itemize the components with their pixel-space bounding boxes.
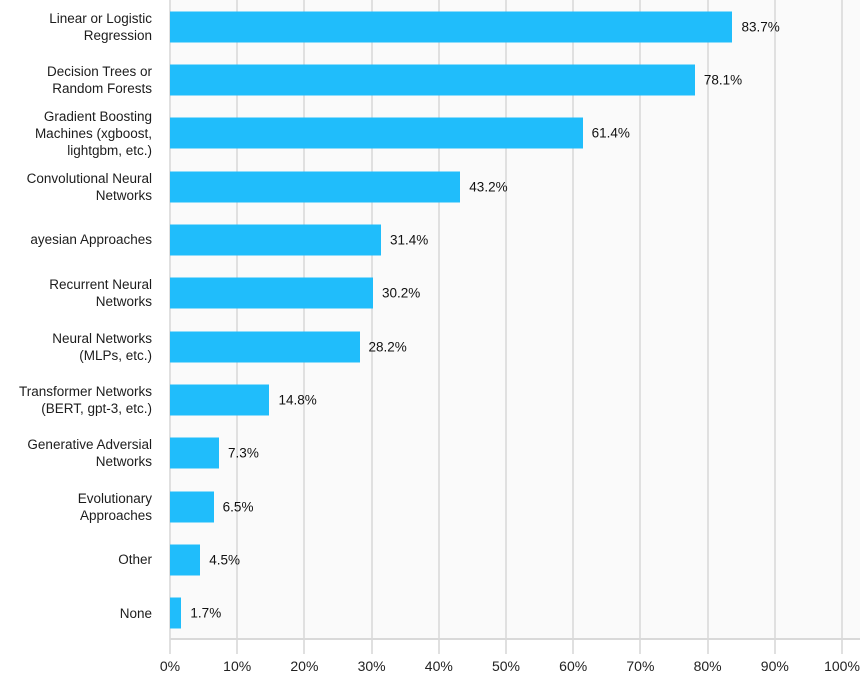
x-axis-tick-label: 10% [223, 658, 252, 674]
category-label-text: Convolutional Neural Networks [26, 170, 152, 203]
x-axis-tick-label: 80% [693, 658, 722, 674]
value-label: 28.2% [368, 339, 407, 355]
category-label-text: ayesian Approaches [30, 232, 152, 248]
bar [170, 224, 381, 256]
bar [170, 544, 201, 576]
bar [170, 171, 461, 203]
category-label: Linear or Logistic Regression [0, 0, 152, 53]
gridline [370, 0, 373, 654]
category-label: None [0, 587, 152, 640]
category-label-text: Recurrent Neural Networks [49, 277, 152, 310]
bar-row: 6.5% [170, 480, 860, 533]
gridline [841, 0, 843, 654]
gridline [169, 0, 171, 654]
value-label: 4.5% [209, 552, 241, 568]
gridline [572, 0, 575, 654]
gridline [505, 0, 507, 654]
gridline [236, 0, 239, 654]
gridline [706, 0, 709, 654]
bar-row: 30.2% [170, 267, 860, 320]
bar [170, 277, 373, 309]
category-labels: Linear or Logistic Regression Decision Tr… [0, 0, 152, 640]
bar-rows: 83.7% 78.1% 61.4% 43.2% 31.4% 30.2% 28.2% 14.8%… [170, 0, 860, 640]
category-label: Decision Trees or Random Forests [0, 53, 152, 106]
bar [170, 437, 220, 469]
category-label: Recurrent Neural Networks [0, 267, 152, 320]
value-label: 14.8% [278, 392, 317, 408]
x-axis-tick-label: 60% [559, 658, 588, 674]
value-label: 61.4% [591, 125, 630, 141]
bar-row: 83.7% [170, 0, 860, 53]
bar [170, 491, 214, 523]
bar-row: 1.7% [170, 587, 860, 640]
x-axis-line [170, 638, 860, 640]
category-label-text: Evolutionary Approaches [77, 490, 152, 523]
category-label: Gradient Boosting Machines (xgboost, lig… [0, 107, 152, 160]
x-axis-tick-label: 40% [424, 658, 453, 674]
category-label-text: Gradient Boosting Machines (xgboost, lig… [34, 108, 152, 158]
gridline [437, 0, 440, 654]
x-axis-ticks: 0% 10% 20% 30% 40% 50% 60% 70% 80% 90% 100% [160, 658, 860, 680]
category-label-text: Generative Adversial Networks [27, 437, 152, 470]
value-label: 78.1% [703, 72, 743, 88]
x-axis-tick-label: 70% [626, 658, 655, 674]
plot-area: 83.7% 78.1% 61.4% 43.2% 31.4% 30.2% 28.2% 14.8%… [169, 0, 860, 654]
value-label: 31.4% [390, 232, 429, 248]
bar-row: 4.5% [170, 533, 860, 586]
bar [170, 384, 270, 416]
category-label: Evolutionary Approaches [0, 480, 152, 533]
gridline [639, 0, 642, 654]
bar-row: 61.4% [170, 107, 860, 160]
x-axis-tick-label: 20% [290, 658, 319, 674]
x-axis-tick-label: 100% [824, 658, 860, 674]
bar-row: 31.4% [170, 213, 860, 266]
category-label: Other [0, 533, 152, 586]
gridline [303, 0, 306, 654]
bar [170, 331, 360, 363]
category-label-text: None [119, 605, 152, 621]
category-label: Transformer Networks (BERT, gpt-3, etc.) [0, 373, 152, 426]
bar [170, 64, 695, 96]
value-label: 43.2% [469, 179, 508, 195]
bar [170, 11, 733, 43]
category-label-text: Other [118, 552, 152, 568]
value-label: 7.3% [228, 445, 259, 461]
category-label-text: Transformer Networks (BERT, gpt-3, etc.) [18, 383, 152, 416]
category-label-text: Neural Networks (MLPs, etc.) [52, 330, 152, 363]
value-label: 83.7% [741, 19, 780, 35]
bar [170, 117, 583, 149]
x-axis-tick-label: 0% [159, 658, 181, 674]
category-label: Generative Adversial Networks [0, 427, 152, 480]
bar-row: 14.8% [170, 373, 860, 426]
category-label: Neural Networks (MLPs, etc.) [0, 320, 152, 373]
category-label: Convolutional Neural Networks [0, 160, 152, 213]
value-label: 1.7% [190, 605, 222, 621]
category-label-text: Decision Trees or Random Forests [46, 63, 152, 96]
x-axis-tick-label: 90% [760, 658, 789, 674]
bar [170, 597, 182, 629]
gridline [773, 0, 776, 654]
bar-row: 78.1% [170, 53, 860, 106]
bar-row: 43.2% [170, 160, 860, 213]
bar-row: 7.3% [170, 427, 860, 480]
category-label: ayesian Approaches [0, 213, 152, 266]
category-label-text: Linear or Logistic Regression [49, 10, 152, 43]
x-axis-tick-label: 30% [357, 658, 386, 674]
value-label: 30.2% [381, 285, 421, 301]
value-label: 6.5% [222, 499, 254, 515]
bar-row: 28.2% [170, 320, 860, 373]
x-axis-tick-label: 50% [491, 658, 521, 674]
